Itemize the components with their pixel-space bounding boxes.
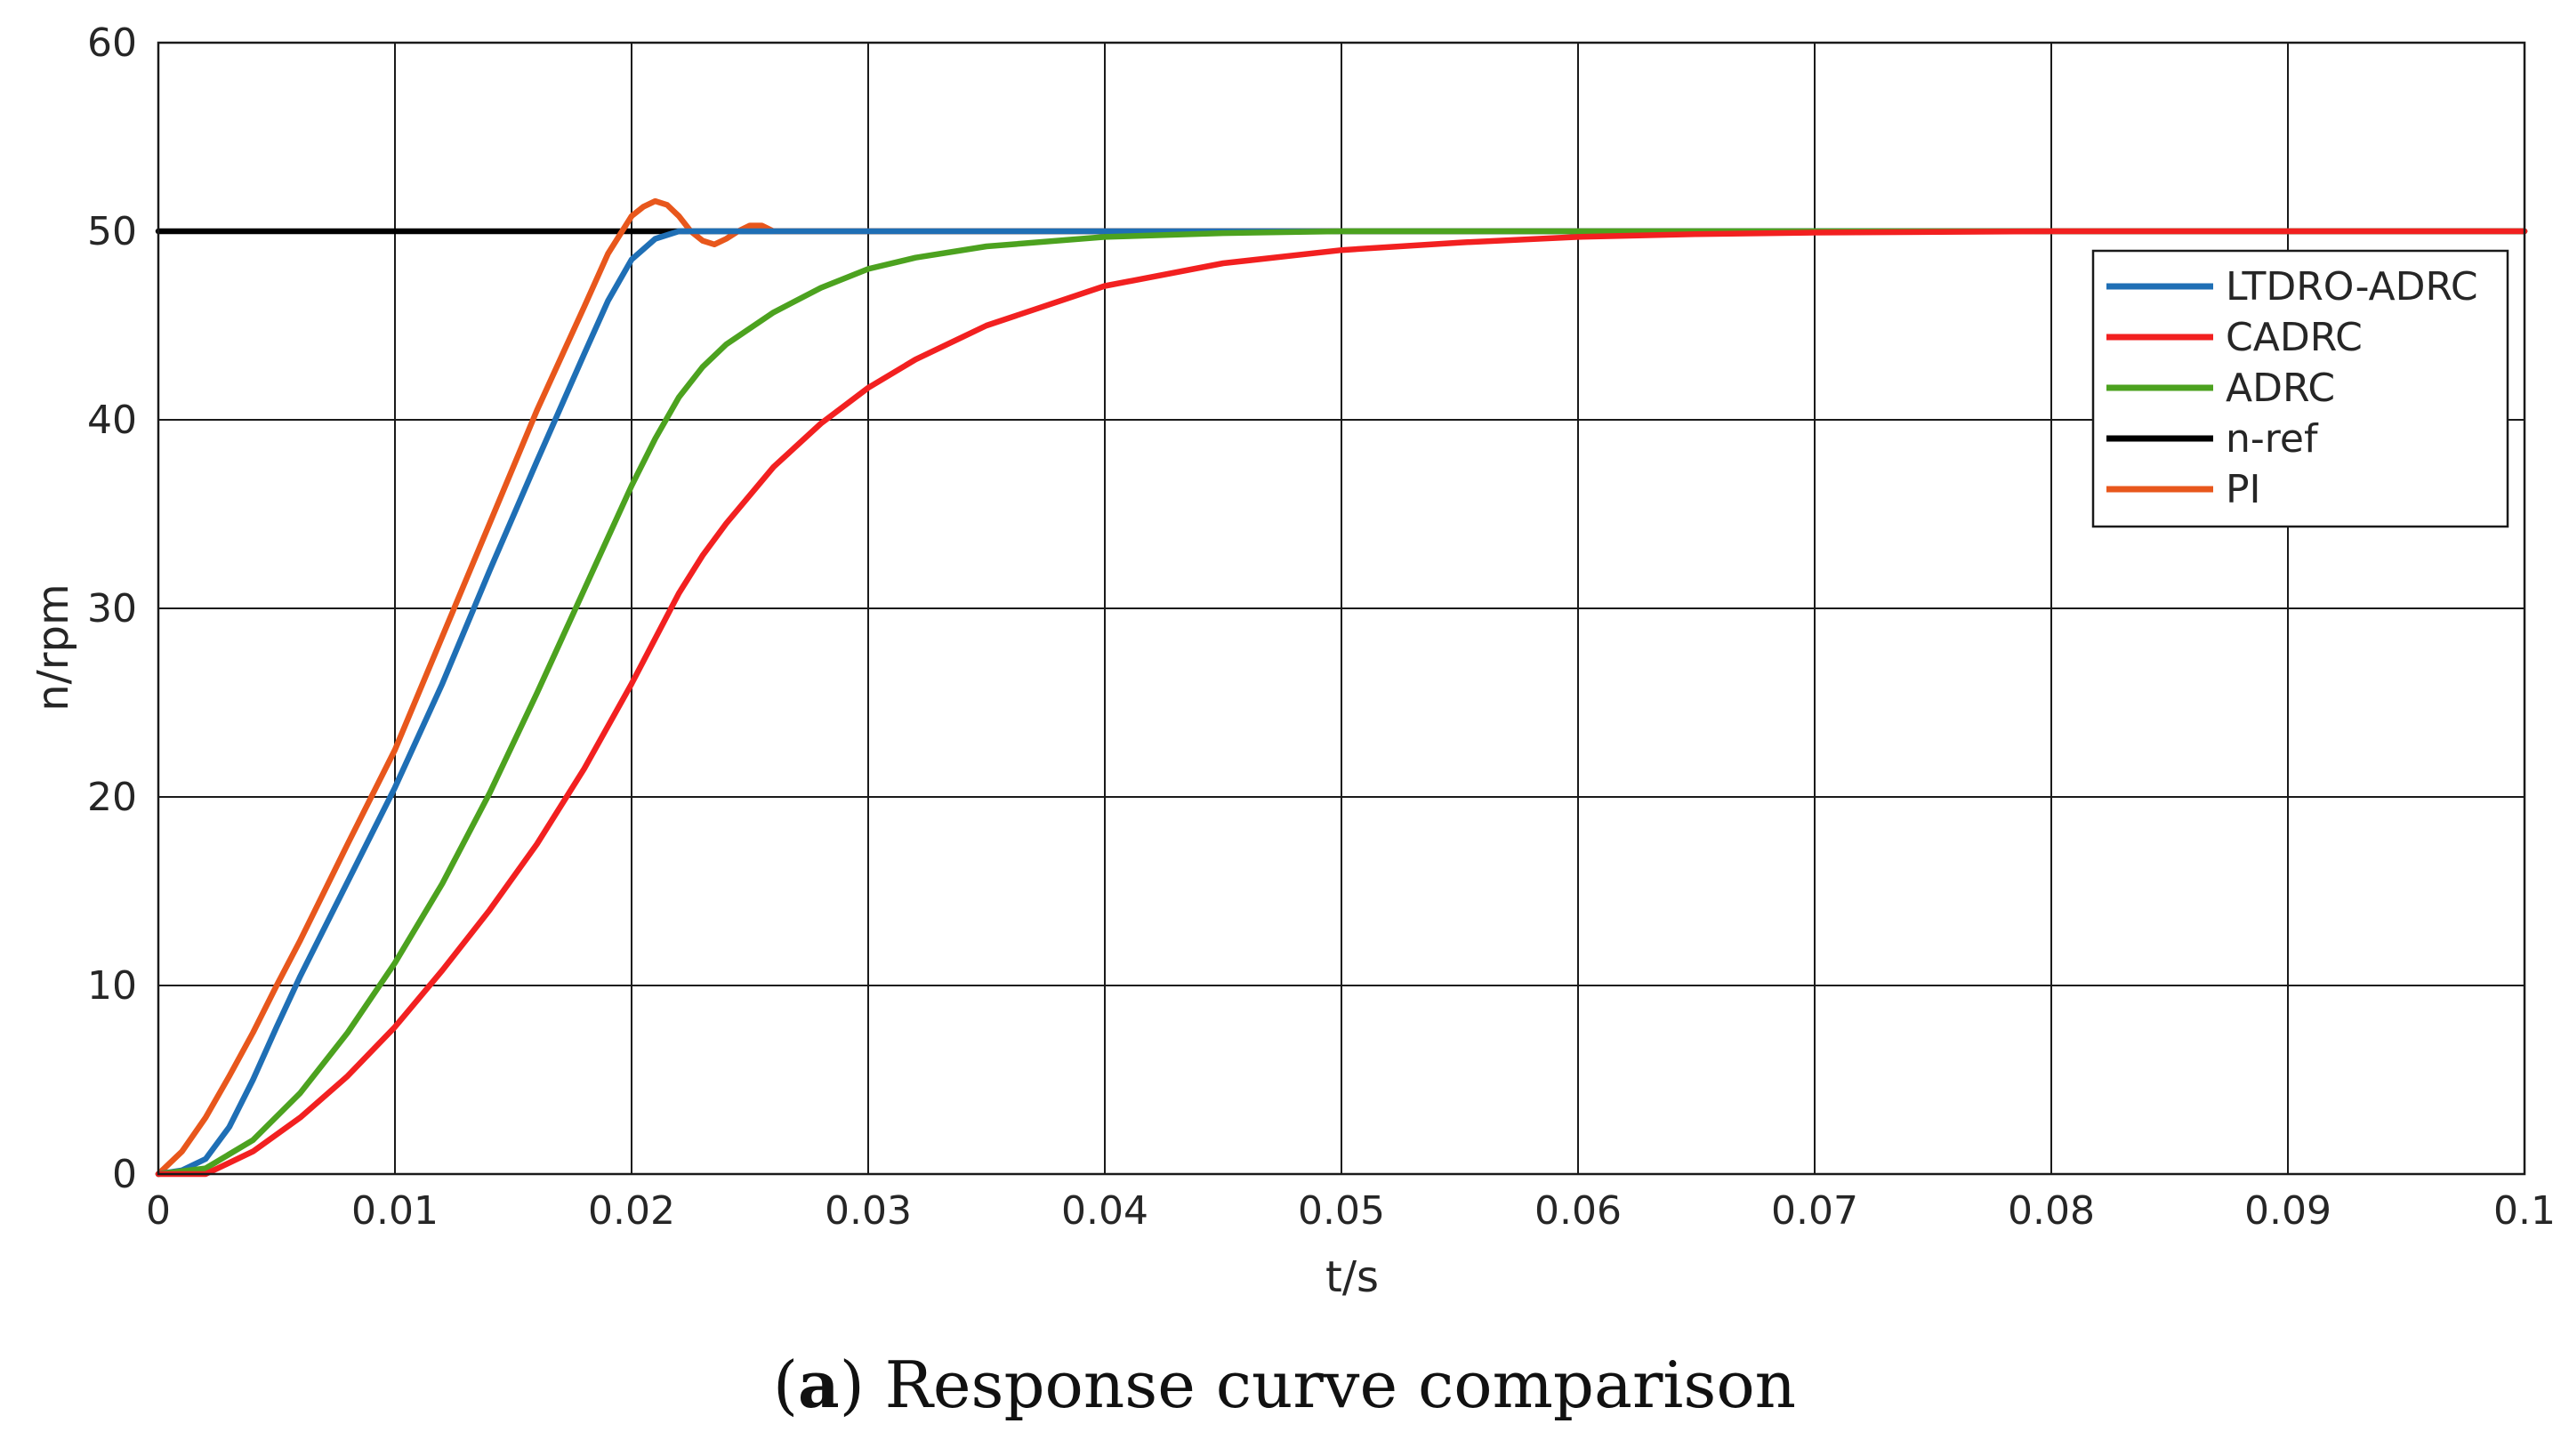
x-tick-label: 0.02 [588, 1188, 675, 1234]
x-tick-label: 0.05 [1298, 1188, 1385, 1234]
series-line-cadrc [155, 228, 2528, 1178]
y-tick-label: 60 [87, 20, 137, 66]
x-tick-label: 0 [146, 1188, 171, 1234]
x-tick-label: 0.08 [2008, 1188, 2095, 1234]
y-tick-label: 50 [87, 209, 137, 254]
legend-label-pi: PI [2226, 467, 2261, 512]
legend-label-ltdro-adrc: LTDRO-ADRC [2226, 264, 2478, 310]
plot-frame [157, 41, 2526, 1176]
y-tick-label: 0 [112, 1152, 137, 1197]
y-tick-label: 30 [87, 586, 137, 631]
figure-caption: (a) Response curve comparison [773, 1347, 1796, 1422]
series-line-adrc [155, 228, 2528, 1178]
legend-label-cadrc: CADRC [2226, 315, 2363, 360]
legend-label-n-ref: n-ref [2226, 416, 2319, 462]
x-tick-label: 0.09 [2244, 1188, 2331, 1234]
y-axis-label: n/rpm [28, 583, 78, 712]
x-tick-label: 0.03 [825, 1188, 912, 1234]
x-axis-label: t/s [1325, 1252, 1379, 1302]
caption-label: a [798, 1347, 840, 1422]
x-tick-label: 0.1 [2493, 1188, 2556, 1234]
legend: LTDRO-ADRC CADRC ADRC n-ref PI [2091, 249, 2509, 528]
y-tick-label: 20 [87, 775, 137, 820]
series-lines [155, 197, 2528, 1178]
y-tick-label: 10 [87, 963, 137, 1009]
series-line-ltdro-adrc [155, 228, 2528, 1178]
x-tick-label: 0.06 [1534, 1188, 1622, 1234]
y-tick-label: 40 [87, 398, 137, 443]
tick-labels: 0 0.01 0.02 0.03 0.04 0.05 0.06 0.07 0.08 0.09 0.1… [87, 20, 2556, 1234]
x-tick-label: 0.01 [351, 1188, 439, 1234]
x-tick-label: 0.04 [1061, 1188, 1148, 1234]
legend-label-adrc: ADRC [2226, 366, 2335, 411]
x-tick-label: 0.07 [1771, 1188, 1858, 1234]
caption-text: Response curve comparison [885, 1347, 1796, 1422]
